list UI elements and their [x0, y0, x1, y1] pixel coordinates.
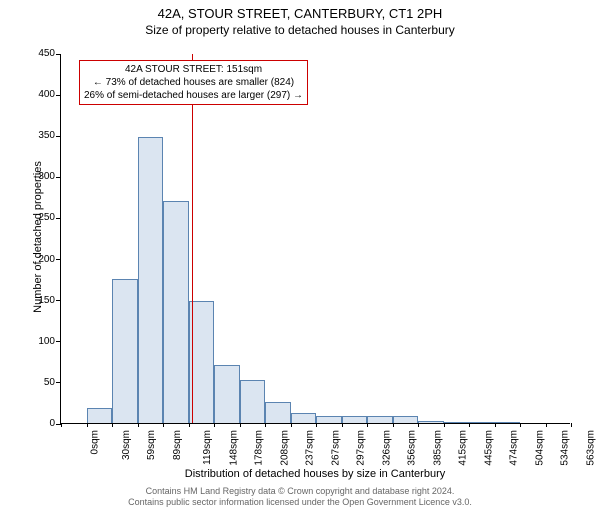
x-tick [571, 423, 572, 427]
x-tick-label: 89sqm [172, 430, 183, 460]
x-tick [265, 423, 266, 427]
x-tick-label: 356sqm [407, 430, 418, 466]
y-tick-label: 100 [25, 336, 55, 347]
plot-region: 0501001502002503003504004500sqm30sqm59sq… [60, 54, 570, 424]
histogram-bar [393, 416, 419, 423]
x-tick-label: 415sqm [458, 430, 469, 466]
x-tick-label: 119sqm [202, 430, 213, 465]
y-tick [56, 382, 61, 383]
x-tick-label: 59sqm [146, 430, 157, 460]
x-tick [87, 423, 88, 427]
x-tick [469, 423, 470, 427]
x-tick-label: 208sqm [279, 430, 290, 466]
x-tick-label: 474sqm [509, 430, 520, 466]
x-tick [546, 423, 547, 427]
histogram-bar [444, 422, 470, 423]
y-tick-label: 400 [25, 89, 55, 100]
marker-line [192, 54, 193, 423]
footer-line-2: Contains public sector information licen… [0, 497, 600, 507]
y-tick [56, 95, 61, 96]
histogram-bar [138, 137, 164, 423]
x-tick-label: 267sqm [330, 430, 341, 466]
x-tick [214, 423, 215, 427]
x-tick-label: 0sqm [89, 430, 100, 454]
x-tick-label: 30sqm [121, 430, 132, 460]
x-axis-title: Distribution of detached houses by size … [60, 468, 570, 480]
y-tick [56, 341, 61, 342]
histogram-bar [112, 279, 138, 423]
histogram-bar [163, 201, 189, 423]
y-tick [56, 136, 61, 137]
x-tick-label: 297sqm [356, 430, 367, 466]
annotation-line: 26% of semi-detached houses are larger (… [84, 89, 303, 102]
x-tick [495, 423, 496, 427]
histogram-bar [265, 402, 291, 423]
x-tick [61, 423, 62, 427]
x-tick-label: 148sqm [228, 430, 239, 466]
histogram-bar [214, 365, 240, 423]
chart-area: 0501001502002503003504004500sqm30sqm59sq… [60, 54, 570, 424]
histogram-bar [87, 408, 113, 423]
x-tick-label: 445sqm [483, 430, 494, 466]
x-tick [367, 423, 368, 427]
x-tick [316, 423, 317, 427]
y-tick-label: 450 [25, 48, 55, 59]
chart-title-main: 42A, STOUR STREET, CANTERBURY, CT1 2PH [0, 6, 600, 21]
x-tick-label: 385sqm [432, 430, 443, 466]
x-tick-label: 504sqm [534, 430, 545, 466]
y-tick [56, 218, 61, 219]
y-tick [56, 259, 61, 260]
x-tick [520, 423, 521, 427]
y-tick [56, 300, 61, 301]
annotation-line: ← 73% of detached houses are smaller (82… [84, 76, 303, 89]
chart-title-sub: Size of property relative to detached ho… [0, 23, 600, 37]
y-tick-label: 0 [25, 418, 55, 429]
histogram-bar [469, 422, 495, 423]
histogram-bar [495, 422, 521, 423]
y-tick [56, 177, 61, 178]
x-tick-label: 534sqm [560, 430, 571, 466]
y-tick [56, 54, 61, 55]
annotation-line: 42A STOUR STREET: 151sqm [84, 63, 303, 76]
x-tick [418, 423, 419, 427]
histogram-bar [367, 416, 393, 423]
histogram-bar [342, 416, 368, 423]
x-tick-label: 563sqm [585, 430, 596, 466]
annotation-box: 42A STOUR STREET: 151sqm← 73% of detache… [79, 60, 308, 105]
x-tick [444, 423, 445, 427]
x-tick [240, 423, 241, 427]
histogram-bar [316, 416, 342, 423]
y-axis-title: Number of detached properties [32, 137, 44, 337]
footer-line-1: Contains HM Land Registry data © Crown c… [0, 486, 600, 496]
x-tick [189, 423, 190, 427]
histogram-bar [418, 421, 444, 423]
x-tick [138, 423, 139, 427]
histogram-bar [291, 413, 317, 423]
x-tick-label: 237sqm [305, 430, 316, 466]
x-tick [163, 423, 164, 427]
histogram-bar [240, 380, 266, 423]
x-tick [112, 423, 113, 427]
x-tick [342, 423, 343, 427]
x-tick [393, 423, 394, 427]
y-tick-label: 50 [25, 377, 55, 388]
x-tick [291, 423, 292, 427]
x-tick-label: 178sqm [254, 430, 265, 466]
x-tick-label: 326sqm [381, 430, 392, 466]
